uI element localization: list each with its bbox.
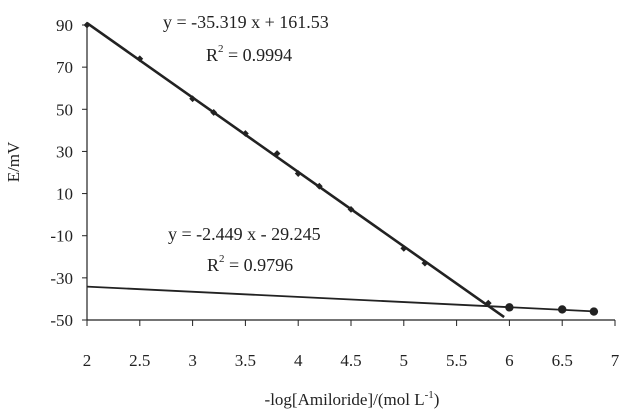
data-point-diamond [315, 182, 323, 190]
data-point-diamond [421, 259, 429, 267]
data-point-diamond [484, 299, 492, 307]
y-tick-label: -30 [50, 269, 73, 288]
x-axis-ticks: 2 2.5 3 3.5 4 4.5 5 5.5 6 6.5 7 [83, 320, 619, 370]
y-tick-label: 50 [56, 100, 73, 119]
x-tick-label: 4 [294, 351, 303, 370]
x-tick-label: 4.5 [340, 351, 361, 370]
trendline-2 [86, 285, 594, 313]
data-point-diamond [273, 150, 281, 157]
trendline-2-r2: R2 = 0.9796 [207, 253, 293, 275]
x-tick-label: 3.5 [235, 351, 256, 370]
data-point-circle [558, 305, 567, 314]
data-point-diamond [136, 55, 144, 63]
y-axis-ticks: 90 70 50 30 10 -10 -30 -50 [50, 16, 87, 330]
y-tick-label: -50 [50, 311, 73, 330]
x-axis-title-sup: -1 [425, 389, 434, 401]
y-tick-label: 90 [56, 16, 73, 35]
y-axis-title: E/mV [4, 141, 23, 182]
x-axis-title-close: ) [434, 390, 440, 409]
trendlines [86, 22, 594, 319]
x-tick-label: 6.5 [552, 351, 573, 370]
data-point-diamond [210, 109, 218, 116]
x-tick-label: 5.5 [446, 351, 467, 370]
y-tick-label: 70 [56, 58, 73, 77]
y-tick-label: 30 [56, 142, 73, 161]
data-point-diamond [242, 130, 249, 137]
trendline-2-equation: y = -2.449 x - 29.245 [168, 224, 321, 244]
x-tick-label: 6 [505, 351, 514, 370]
x-tick-label: 7 [611, 351, 619, 370]
x-axis-title: -log[Amiloride]/(mol L-1) [265, 389, 440, 409]
x-tick-label: 3 [188, 351, 197, 370]
trendline-1-equation: y = -35.319 x + 161.53 [163, 12, 329, 32]
y-tick-label: 10 [56, 185, 73, 204]
data-point-circle [505, 303, 514, 312]
trendline-1 [86, 22, 505, 319]
data-point-diamond [400, 244, 408, 252]
x-tick-label: 5 [400, 351, 409, 370]
x-tick-label: 2 [83, 351, 92, 370]
data-point-diamond [347, 205, 355, 213]
y-tick-label: -10 [50, 227, 73, 246]
x-axis-title-main: -log[Amiloride]/(mol L [265, 390, 425, 409]
x-tick-label: 2.5 [129, 351, 150, 370]
data-point-diamond [294, 170, 302, 177]
data-points [83, 21, 599, 316]
data-point-diamond [83, 21, 91, 29]
data-point-diamond [189, 95, 196, 103]
data-point-circle [589, 307, 599, 316]
axes [86, 25, 615, 321]
trendline-1-r2: R2 = 0.9994 [206, 43, 292, 65]
